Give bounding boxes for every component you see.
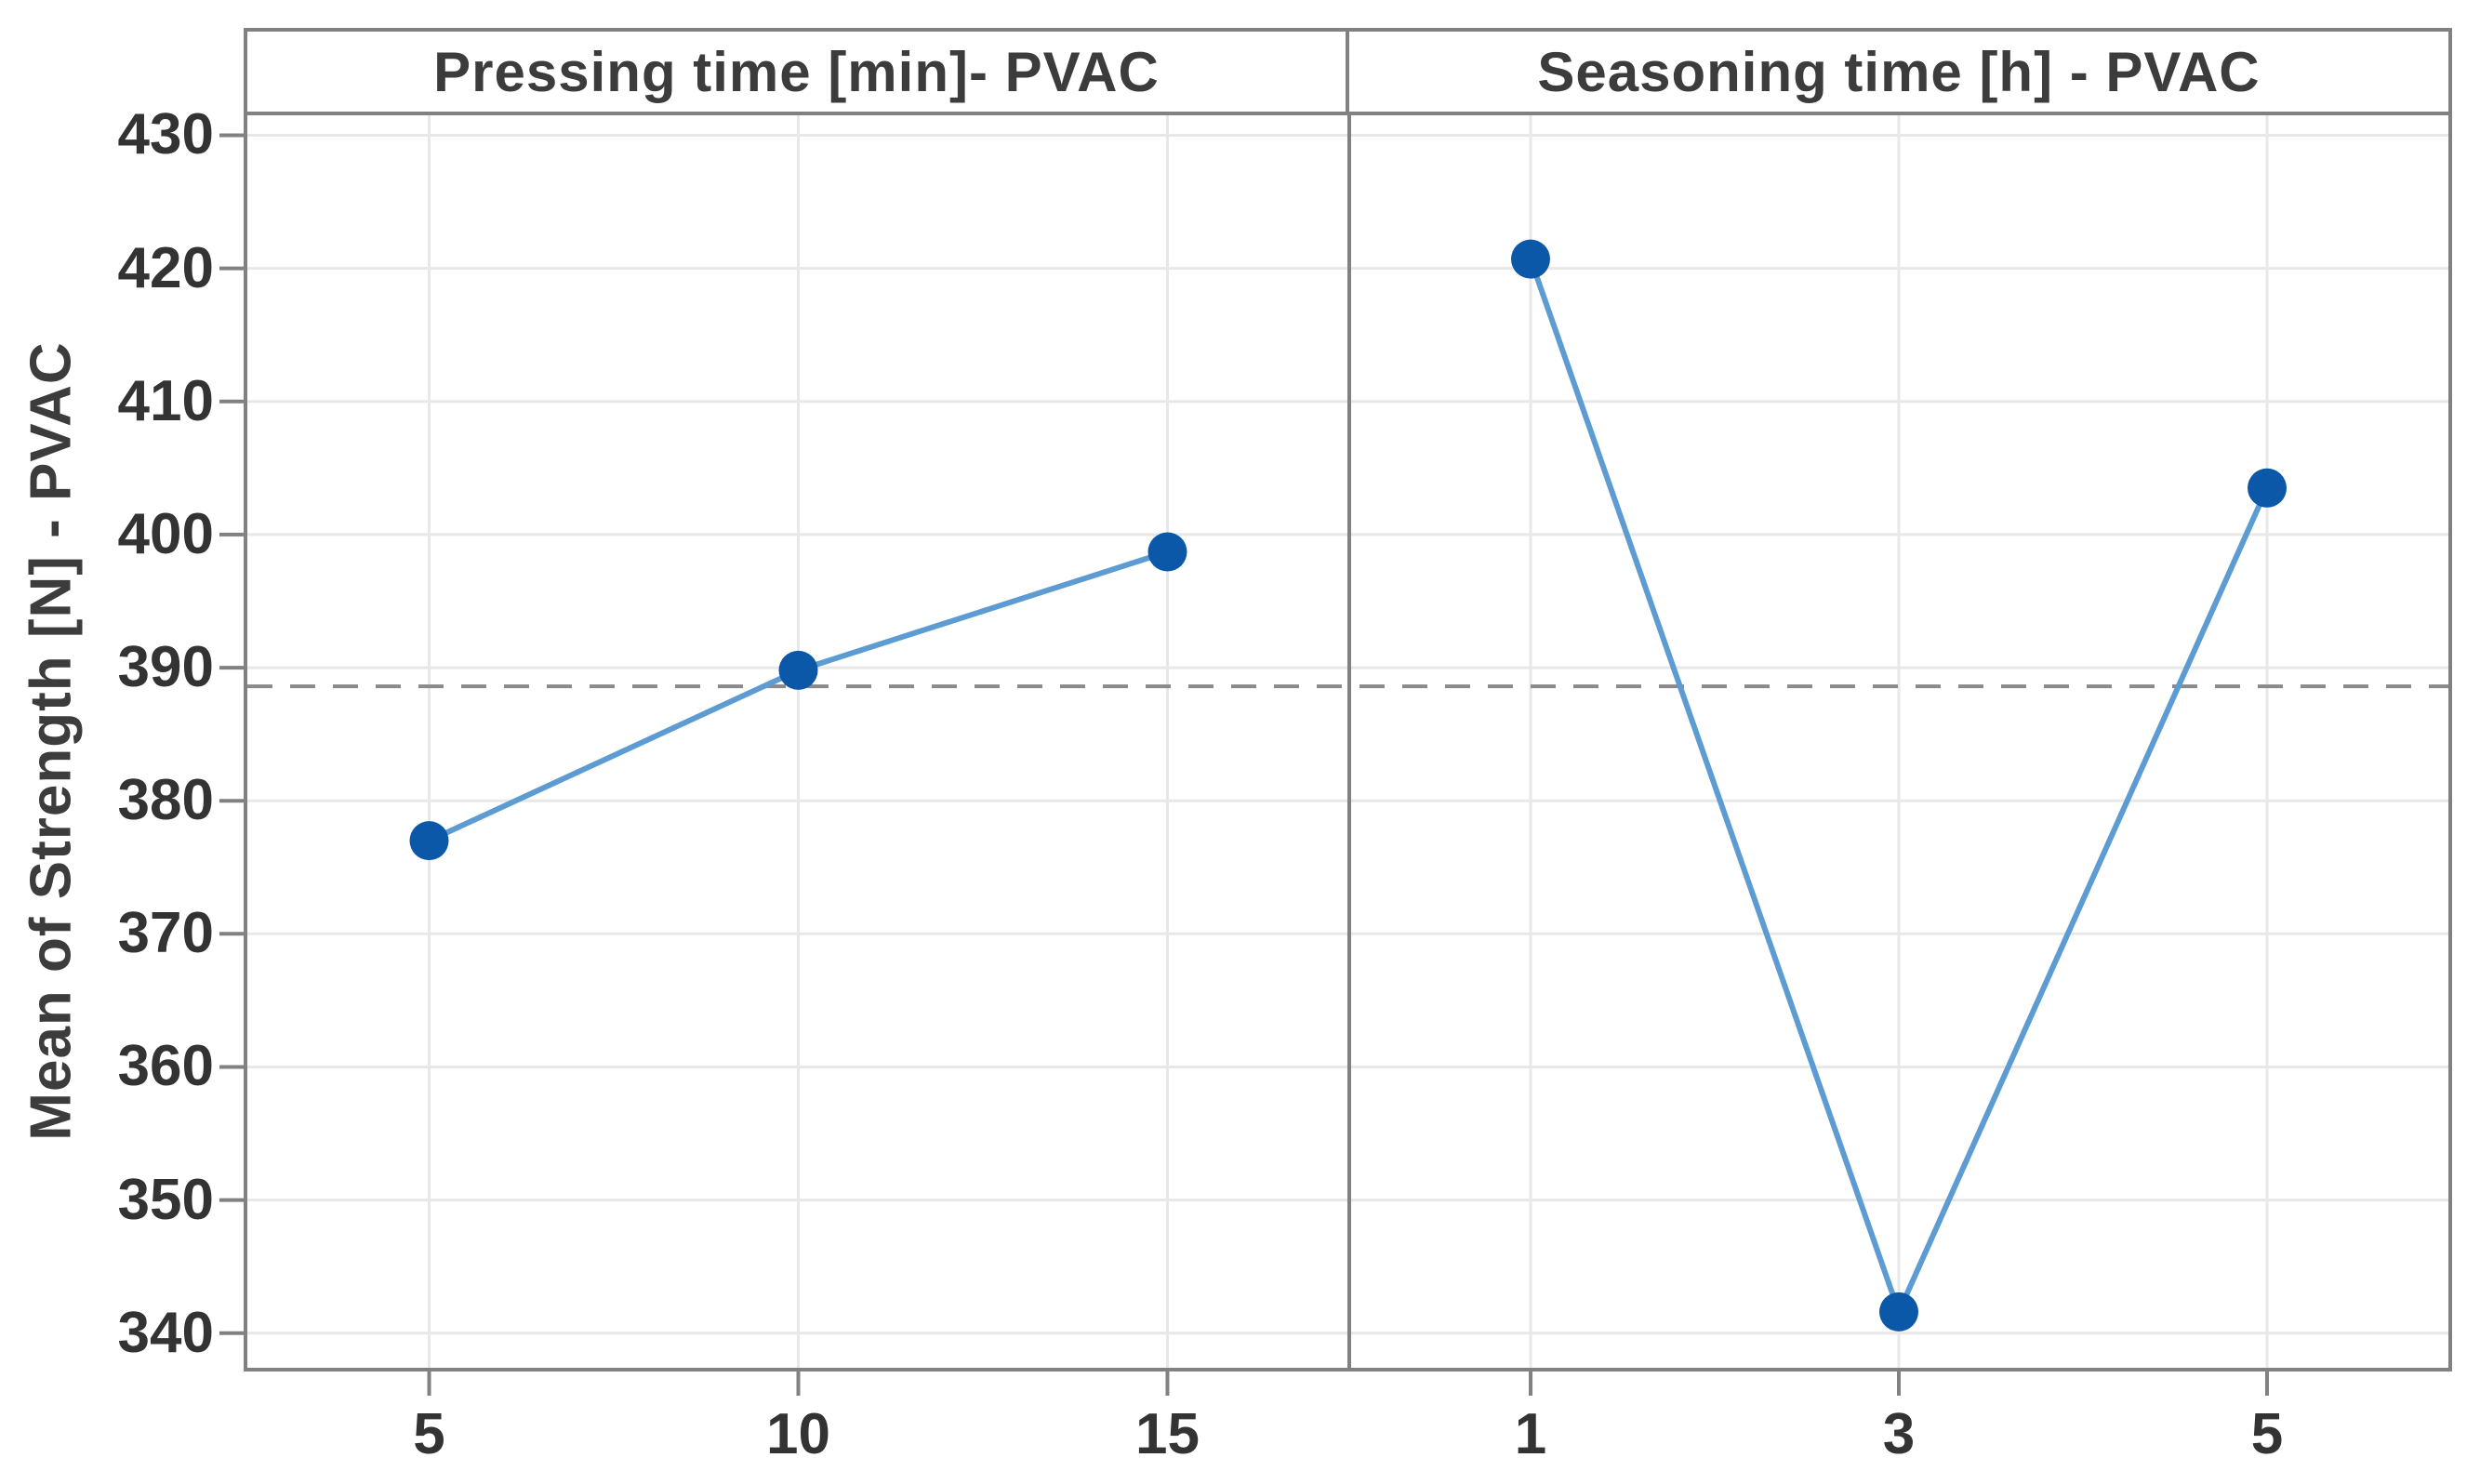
plot-canvas	[219, 115, 2448, 1396]
data-point-marker	[409, 821, 449, 861]
plot-area	[219, 115, 2448, 1396]
data-point-marker	[2248, 468, 2287, 508]
y-axis-title: Mean of Strength [N] - PVAC	[19, 341, 84, 1141]
panel-header-row: Pressing time [min]- PVAC Seasoning time…	[247, 32, 2448, 115]
data-point-marker	[1147, 532, 1187, 572]
data-point-marker	[1879, 1292, 1918, 1332]
y-tick-label: 430	[117, 102, 214, 167]
y-tick-label: 410	[117, 368, 214, 433]
data-point-marker	[778, 650, 818, 690]
y-tick-label: 380	[117, 768, 214, 833]
data-point-marker	[1511, 239, 1550, 279]
y-tick-label: 360	[117, 1034, 214, 1099]
y-tick-label: 350	[117, 1167, 214, 1232]
panel-title-pressing-time: Pressing time [min]- PVAC	[247, 32, 1349, 112]
y-tick-label: 420	[117, 235, 214, 300]
plot-frame: Pressing time [min]- PVAC Seasoning time…	[219, 28, 2452, 1396]
panel-title-seasoning-time: Seasoning time [h] - PVAC	[1537, 40, 2261, 103]
x-tick-label: 5	[2250, 1402, 2284, 1466]
y-tick-label: 370	[117, 901, 214, 966]
x-tick-label: 5	[413, 1402, 445, 1466]
x-tick-label: 3	[1882, 1402, 1916, 1466]
x-tick-label: 15	[1134, 1402, 1200, 1466]
x-tick-label: 10	[766, 1402, 830, 1466]
y-tick-label: 390	[117, 635, 214, 700]
x-tick-label: 1	[1514, 1402, 1547, 1466]
y-tick-label: 340	[117, 1300, 214, 1365]
y-tick-label: 400	[117, 501, 214, 566]
